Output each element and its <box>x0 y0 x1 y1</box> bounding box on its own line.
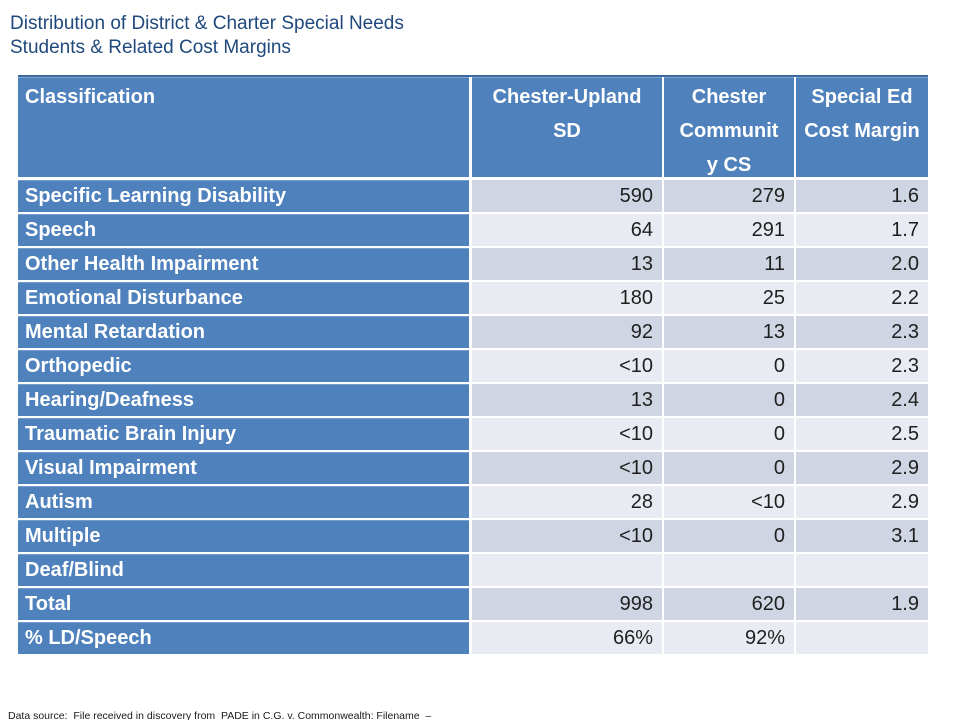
cell-district: 28 <box>472 486 662 518</box>
cell-margin: 2.9 <box>796 452 928 484</box>
cell-margin: 2.3 <box>796 350 928 382</box>
cell-margin: 2.5 <box>796 418 928 450</box>
header-classification: Classification <box>18 77 469 177</box>
row-label: Total <box>18 588 469 620</box>
cell-margin: 1.7 <box>796 214 928 246</box>
row-label: Multiple <box>18 520 469 552</box>
table-row: Emotional Disturbance 180 25 2.2 <box>18 282 928 314</box>
slide-title-line-2: Students & Related Cost Margins <box>10 37 291 58</box>
cell-charter: <10 <box>664 486 794 518</box>
cell-margin: 2.0 <box>796 248 928 280</box>
table-row: Speech 64 291 1.7 <box>18 214 928 246</box>
table-row: Hearing/Deafness 13 0 2.4 <box>18 384 928 416</box>
table-row: Visual Impairment <10 0 2.9 <box>18 452 928 484</box>
table-row: Mental Retardation 92 13 2.3 <box>18 316 928 348</box>
table-row: Deaf/Blind <box>18 554 928 586</box>
cell-charter: 279 <box>664 180 794 212</box>
table-row: Multiple <10 0 3.1 <box>18 520 928 552</box>
row-label: Traumatic Brain Injury <box>18 418 469 450</box>
row-label: Emotional Disturbance <box>18 282 469 314</box>
cell-margin: 3.1 <box>796 520 928 552</box>
data-source-note: Data source: File received in discovery … <box>8 679 431 720</box>
cell-charter: 0 <box>664 384 794 416</box>
cell-margin: 2.2 <box>796 282 928 314</box>
cell-charter: 291 <box>664 214 794 246</box>
row-label: Deaf/Blind <box>18 554 469 586</box>
row-label: Other Health Impairment <box>18 248 469 280</box>
cell-charter: 25 <box>664 282 794 314</box>
row-label: Visual Impairment <box>18 452 469 484</box>
cell-margin: 2.3 <box>796 316 928 348</box>
cell-district: <10 <box>472 418 662 450</box>
table-row: Orthopedic <10 0 2.3 <box>18 350 928 382</box>
header-special-ed-cost-margin: Special Ed Cost Margin <box>796 77 928 177</box>
cell-charter: 13 <box>664 316 794 348</box>
cell-charter: 620 <box>664 588 794 620</box>
table-header-row: Classification Chester-Upland SD Chester… <box>18 77 928 177</box>
table-row: Specific Learning Disability 590 279 1.6 <box>18 180 928 212</box>
cell-charter: 11 <box>664 248 794 280</box>
row-label: Autism <box>18 486 469 518</box>
cell-district: 64 <box>472 214 662 246</box>
cell-district: 92 <box>472 316 662 348</box>
cell-charter: 0 <box>664 452 794 484</box>
row-label: Hearing/Deafness <box>18 384 469 416</box>
cell-margin: 1.9 <box>796 588 928 620</box>
row-label: Mental Retardation <box>18 316 469 348</box>
cell-charter: 92% <box>664 622 794 654</box>
table-row: Autism 28 <10 2.9 <box>18 486 928 518</box>
data-table: Classification Chester-Upland SD Chester… <box>18 75 928 656</box>
cell-charter <box>664 554 794 586</box>
cell-district: 66% <box>472 622 662 654</box>
slide-title-line-1: Distribution of District & Charter Speci… <box>10 13 404 34</box>
table-row-percent-ld-speech: % LD/Speech 66% 92% <box>18 622 928 654</box>
cell-district: <10 <box>472 350 662 382</box>
cell-district: 998 <box>472 588 662 620</box>
table-row-total: Total 998 620 1.9 <box>18 588 928 620</box>
cell-district: <10 <box>472 520 662 552</box>
cell-margin: 2.4 <box>796 384 928 416</box>
header-chester-community-cs: Chester Communit y CS <box>664 77 794 177</box>
cell-district <box>472 554 662 586</box>
cell-margin: 2.9 <box>796 486 928 518</box>
row-label: Speech <box>18 214 469 246</box>
cell-district: <10 <box>472 452 662 484</box>
row-label: Orthopedic <box>18 350 469 382</box>
table-row: Traumatic Brain Injury <10 0 2.5 <box>18 418 928 450</box>
cell-district: 13 <box>472 384 662 416</box>
slide-title: Distribution of District & Charter Speci… <box>10 12 404 60</box>
cell-charter: 0 <box>664 350 794 382</box>
cell-district: 590 <box>472 180 662 212</box>
row-label: % LD/Speech <box>18 622 469 654</box>
row-label: Specific Learning Disability <box>18 180 469 212</box>
table-top-border <box>18 75 928 77</box>
cell-margin <box>796 554 928 586</box>
cell-charter: 0 <box>664 520 794 552</box>
table-row: Other Health Impairment 13 11 2.0 <box>18 248 928 280</box>
cell-margin <box>796 622 928 654</box>
cell-charter: 0 <box>664 418 794 450</box>
cell-margin: 1.6 <box>796 180 928 212</box>
header-chester-upland-sd: Chester-Upland SD <box>472 77 662 177</box>
cell-district: 180 <box>472 282 662 314</box>
data-source-line-1: Data source: File received in discovery … <box>8 710 432 720</box>
cell-district: 13 <box>472 248 662 280</box>
